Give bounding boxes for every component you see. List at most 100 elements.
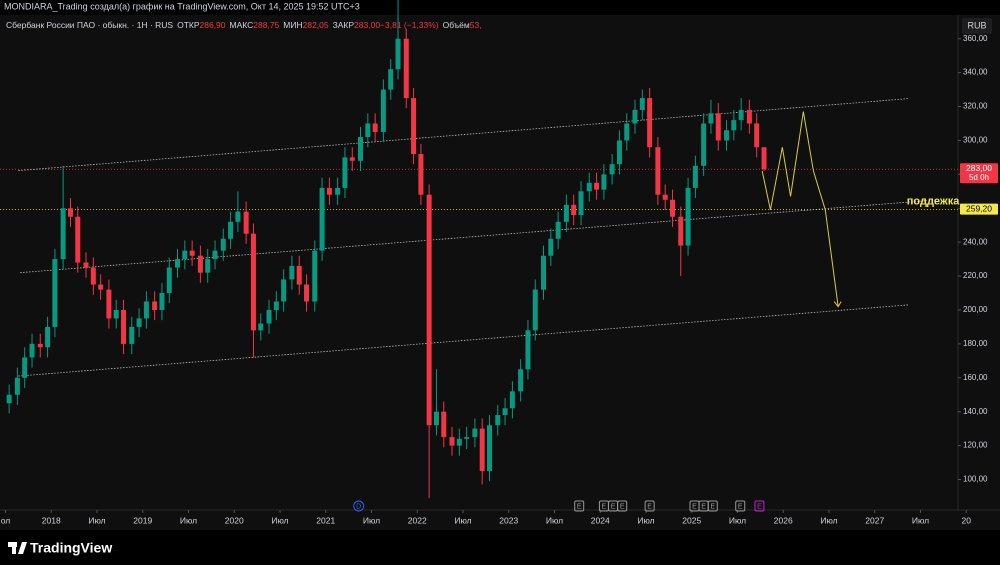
- legend-space: ОТКР: [177, 20, 200, 30]
- logo-stem: [12, 542, 16, 554]
- candle-body: [616, 140, 622, 165]
- y-tick-label: 140,00: [963, 407, 988, 416]
- candle-body: [106, 289, 112, 319]
- y-tick-label: 100,00: [963, 475, 988, 484]
- x-tick-label: Июл: [271, 515, 288, 525]
- trendline: [18, 98, 909, 172]
- x-tick-label: 2022: [408, 515, 427, 525]
- candle-body: [532, 289, 538, 331]
- candle-body: [541, 255, 547, 290]
- candle-body: [388, 69, 394, 90]
- candle-body: [518, 369, 524, 392]
- candle-body: [441, 411, 447, 438]
- legend: Сбербанк России ПАО · обыкн. · 1Н · RUS О…: [6, 20, 482, 30]
- candle-body: [701, 123, 707, 166]
- candle-body: [639, 98, 645, 110]
- candle-body: [129, 326, 135, 344]
- candle-body: [464, 437, 470, 439]
- candle-body: [166, 267, 172, 294]
- candle-body: [281, 279, 287, 302]
- event-label: E: [738, 503, 743, 510]
- candle-body: [296, 265, 302, 285]
- legend-space: МАКС: [230, 20, 254, 30]
- candle-body: [731, 120, 737, 131]
- candle-body: [395, 38, 401, 70]
- brand: TradingView: [30, 540, 112, 556]
- candle-body: [761, 147, 767, 170]
- candle-body: [197, 255, 203, 273]
- x-tick-label: 2023: [499, 515, 518, 525]
- x-tick-label: Июл: [454, 515, 471, 525]
- currency-box: [962, 18, 992, 34]
- candle-body: [175, 259, 181, 268]
- legend-value: 282,05: [303, 20, 329, 30]
- x-tick-label: 2019: [133, 515, 152, 525]
- x-tick-label: ол: [1, 515, 11, 525]
- x-tick-label: Июл: [180, 515, 197, 525]
- candle-body: [37, 343, 43, 348]
- x-tick-label: Июл: [88, 515, 105, 525]
- candle-body: [601, 174, 607, 190]
- chart-panel: [0, 15, 1000, 530]
- candle-body: [449, 437, 455, 446]
- candle-body: [83, 262, 89, 268]
- event-marker: [353, 500, 365, 512]
- candle-body: [563, 204, 569, 222]
- candle-body: [380, 89, 386, 132]
- event-label: E: [611, 503, 616, 510]
- y-tick-label: 300,00: [963, 136, 988, 145]
- trendline: [18, 304, 909, 377]
- candle-body: [235, 211, 241, 222]
- candle-body: [6, 394, 12, 404]
- candle-body: [578, 191, 584, 216]
- x-tick-label: 2024: [591, 515, 610, 525]
- candle-body: [342, 157, 348, 188]
- y-tick-label: 360,00: [963, 34, 988, 43]
- candle-body: [509, 391, 515, 409]
- price-tag-label: 283,00: [966, 163, 992, 173]
- x-tick-label: Июл: [546, 515, 563, 525]
- candle-body: [433, 411, 439, 426]
- x-tick-label: 20: [962, 515, 972, 525]
- event-marker: [707, 500, 718, 512]
- candle-body: [487, 425, 493, 472]
- candle-body: [98, 284, 104, 290]
- candle-body: [571, 204, 577, 216]
- candle-body: [678, 216, 684, 246]
- x-tick-label: Июл: [729, 515, 746, 525]
- event-label: E: [710, 503, 715, 510]
- candle-body: [250, 233, 256, 331]
- event-label: E: [692, 503, 697, 510]
- event-label: D: [356, 503, 361, 510]
- candle-body: [121, 309, 127, 344]
- candle-body: [143, 301, 149, 319]
- x-tick-label: Июл: [637, 515, 654, 525]
- candle-body: [189, 250, 195, 256]
- candle-body: [479, 428, 485, 472]
- legend-space: Объём: [443, 20, 470, 30]
- candle-body: [692, 165, 698, 188]
- candle-body: [136, 318, 142, 327]
- event-label: E: [757, 503, 762, 510]
- candle-body: [525, 330, 531, 370]
- candle-body: [289, 265, 295, 280]
- candle-body: [349, 157, 355, 161]
- candle-body: [22, 357, 28, 378]
- x-tick-label: 2025: [682, 515, 701, 525]
- candle-body: [312, 250, 318, 302]
- legend-value: 288,75: [253, 20, 279, 30]
- currency: RUB: [967, 20, 986, 30]
- candle-body: [326, 187, 332, 195]
- candle-body: [75, 216, 81, 263]
- candle-body: [724, 130, 730, 141]
- y-tick-label: 340,00: [963, 68, 988, 77]
- candle-body: [45, 326, 51, 348]
- x-tick-label: 2018: [42, 515, 61, 525]
- candle-body: [670, 199, 676, 217]
- candle-body: [555, 221, 561, 239]
- legend-space: МИН: [283, 20, 302, 30]
- candle-body: [266, 309, 272, 324]
- forecast-arrowhead: [833, 301, 842, 308]
